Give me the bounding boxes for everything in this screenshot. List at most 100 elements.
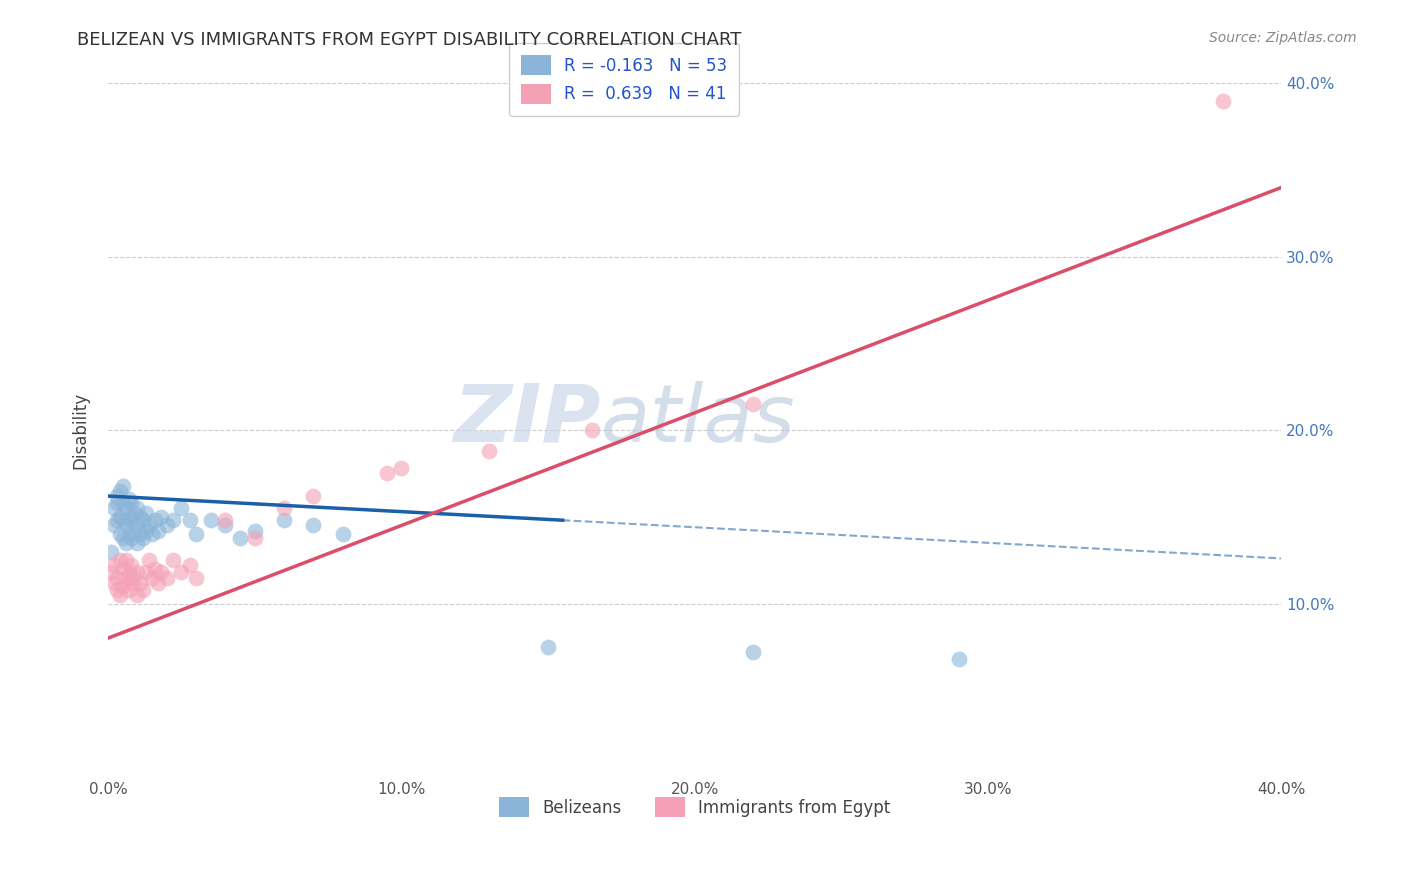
Point: [108, 509, 131, 524]
Point: [184, 527, 207, 541]
Point: [179, 513, 201, 527]
Point: [127, 518, 149, 533]
Point: [105, 570, 128, 584]
Point: [108, 483, 131, 498]
Point: [302, 518, 325, 533]
Point: [948, 652, 970, 666]
Point: [214, 513, 236, 527]
Point: [129, 575, 152, 590]
Point: [146, 524, 169, 538]
Point: [111, 496, 134, 510]
Point: [156, 570, 179, 584]
Point: [103, 558, 125, 573]
Point: [229, 531, 252, 545]
Point: [581, 423, 603, 437]
Point: [243, 524, 266, 538]
Point: [114, 501, 136, 516]
Point: [143, 513, 166, 527]
Point: [135, 566, 157, 580]
Point: [111, 562, 134, 576]
Point: [114, 518, 136, 533]
Point: [273, 513, 295, 527]
Point: [243, 531, 266, 545]
Point: [105, 582, 128, 597]
Text: ZIP: ZIP: [454, 381, 600, 458]
Point: [537, 640, 560, 654]
Point: [120, 496, 142, 510]
Point: [170, 501, 193, 516]
Point: [478, 444, 501, 458]
Point: [162, 553, 184, 567]
Point: [135, 524, 157, 538]
Point: [132, 531, 155, 545]
Point: [114, 536, 136, 550]
Point: [111, 513, 134, 527]
Point: [143, 562, 166, 576]
Point: [103, 575, 125, 590]
Point: [117, 566, 139, 580]
Point: [117, 492, 139, 507]
Point: [108, 588, 131, 602]
Point: [156, 518, 179, 533]
Point: [114, 553, 136, 567]
Point: [105, 489, 128, 503]
Text: atlas: atlas: [600, 381, 796, 458]
Point: [149, 566, 172, 580]
Point: [149, 509, 172, 524]
Point: [375, 467, 398, 481]
Point: [170, 566, 193, 580]
Point: [117, 509, 139, 524]
Y-axis label: Disability: Disability: [72, 392, 89, 468]
Point: [100, 544, 122, 558]
Point: [302, 489, 325, 503]
Point: [127, 588, 149, 602]
Point: [127, 536, 149, 550]
Point: [120, 513, 142, 527]
Point: [117, 527, 139, 541]
Point: [132, 582, 155, 597]
Point: [120, 558, 142, 573]
Point: [111, 531, 134, 545]
Point: [124, 524, 146, 538]
Point: [1212, 94, 1234, 108]
Point: [141, 570, 163, 584]
Point: [124, 570, 146, 584]
Point: [108, 527, 131, 541]
Point: [111, 478, 134, 492]
Point: [742, 645, 765, 659]
Point: [108, 553, 131, 567]
Point: [100, 566, 122, 580]
Point: [184, 570, 207, 584]
Legend: Belizeans, Immigrants from Egypt: Belizeans, Immigrants from Egypt: [492, 790, 897, 824]
Point: [200, 513, 222, 527]
Point: [214, 518, 236, 533]
Point: [127, 501, 149, 516]
Point: [103, 518, 125, 533]
Point: [742, 397, 765, 411]
Point: [389, 461, 412, 475]
Point: [124, 507, 146, 521]
Point: [105, 513, 128, 527]
Point: [135, 507, 157, 521]
Point: [141, 527, 163, 541]
Point: [129, 527, 152, 541]
Text: BELIZEAN VS IMMIGRANTS FROM EGYPT DISABILITY CORRELATION CHART: BELIZEAN VS IMMIGRANTS FROM EGYPT DISABI…: [77, 31, 742, 49]
Point: [127, 566, 149, 580]
Point: [120, 531, 142, 545]
Point: [114, 570, 136, 584]
Point: [120, 575, 142, 590]
Point: [138, 518, 160, 533]
Point: [117, 582, 139, 597]
Point: [111, 579, 134, 593]
Point: [105, 496, 128, 510]
Point: [146, 575, 169, 590]
Point: [138, 553, 160, 567]
Point: [179, 558, 201, 573]
Point: [129, 509, 152, 524]
Point: [273, 501, 295, 516]
Text: Source: ZipAtlas.com: Source: ZipAtlas.com: [1209, 31, 1357, 45]
Point: [332, 527, 354, 541]
Point: [132, 513, 155, 527]
Point: [103, 501, 125, 516]
Point: [162, 513, 184, 527]
